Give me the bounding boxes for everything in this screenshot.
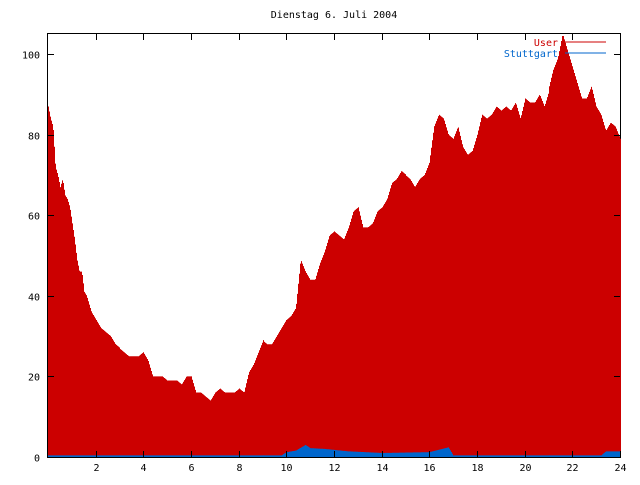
legend-label-users: User [534,38,558,49]
y-tick-label: 80 [28,132,40,143]
y-tick-label: 0 [34,454,40,465]
x-tick-label: 24 [614,463,626,474]
x-tick-label: 14 [376,463,388,474]
y-tick-label: 20 [28,373,40,384]
x-tick-label: 4 [140,463,146,474]
legend: User Stuttgart [504,38,606,60]
y-axis: 0 20 40 60 80 100 [22,51,620,465]
bars-stuttgart [48,445,621,457]
chart-title: Dienstag 6. Juli 2004 [271,10,397,21]
x-tick-label: 10 [280,463,292,474]
x-tick-label: 22 [566,463,578,474]
y-tick-label: 100 [22,51,40,62]
legend-label-stuttgart: Stuttgart [504,49,558,60]
x-tick-label: 20 [519,463,531,474]
x-tick-label: 2 [93,463,99,474]
x-tick-label: 8 [236,463,242,474]
x-tick-label: 18 [471,463,483,474]
y-tick-label: 60 [28,212,40,223]
x-tick-label: 12 [328,463,340,474]
x-tick-label: 6 [188,463,194,474]
bars-users [48,36,621,457]
y-tick-label: 40 [28,293,40,304]
x-axis: 2 4 6 8 10 12 14 16 18 20 22 24 [93,34,627,474]
x-tick-label: 16 [423,463,435,474]
